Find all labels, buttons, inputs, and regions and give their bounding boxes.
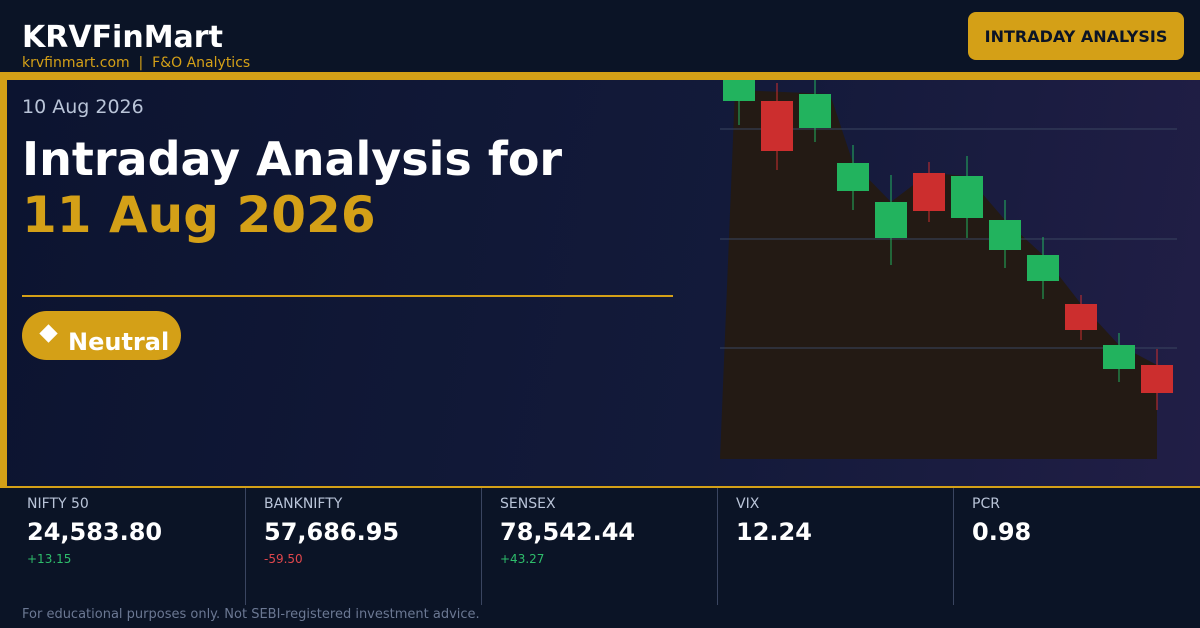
ticker-name: VIX — [736, 496, 760, 512]
ticker-value: 24,583.80 — [27, 518, 163, 546]
candle-body — [913, 173, 945, 211]
diamond-icon — [39, 324, 58, 343]
target-date: 11 Aug 2026 — [22, 186, 376, 244]
ticker-change: +43.27 — [500, 552, 545, 566]
ticker: SENSEX 78,542.44 +43.27 — [481, 488, 717, 605]
candle-body — [875, 202, 907, 238]
ticker: NIFTY 50 24,583.80 +13.15 — [9, 488, 245, 605]
candle-body — [1103, 345, 1135, 369]
rule — [22, 295, 673, 297]
sentiment-pill — [22, 311, 181, 360]
ticker-name: PCR — [972, 496, 1000, 512]
divider — [0, 486, 1200, 488]
disclaimer: For educational purposes only. Not SEBI-… — [22, 607, 480, 622]
candle-body — [1065, 304, 1097, 330]
candle-body — [989, 220, 1021, 250]
decor-chart — [720, 80, 1177, 459]
ticker: BANKNIFTY 57,686.95 -59.50 — [245, 488, 481, 605]
ticker-change: +13.15 — [27, 552, 72, 566]
candle-body — [799, 94, 831, 128]
ticker: PCR 0.98 — [953, 488, 1189, 605]
brand: KRVFinMart — [22, 20, 223, 55]
ticker-value: 0.98 — [972, 518, 1032, 546]
badge: INTRADAY ANALYSIS — [968, 12, 1184, 60]
candle-body — [951, 176, 983, 218]
ticker-name: SENSEX — [500, 496, 556, 512]
candle-body — [837, 163, 869, 191]
sentiment: Neutral — [68, 328, 170, 356]
ticker: VIX 12.24 — [717, 488, 953, 605]
candle-body — [761, 101, 793, 151]
title: Intraday Analysis for — [22, 132, 563, 186]
date: 10 Aug 2026 — [22, 96, 144, 118]
candle-body — [723, 80, 755, 101]
header: KRVFinMart krvfinmart.com | F&O Analytic… — [0, 0, 1200, 72]
ticker-name: NIFTY 50 — [27, 496, 89, 512]
tagline: krvfinmart.com | F&O Analytics — [22, 55, 251, 71]
candle-body — [1141, 365, 1173, 393]
ticker-value: 57,686.95 — [264, 518, 400, 546]
ticker-name: BANKNIFTY — [264, 496, 343, 512]
ticker-value: 12.24 — [736, 518, 812, 546]
divider — [0, 72, 1200, 80]
ticker-change: -59.50 — [264, 552, 303, 566]
ticker-value: 78,542.44 — [500, 518, 636, 546]
candle-body — [1027, 255, 1059, 281]
